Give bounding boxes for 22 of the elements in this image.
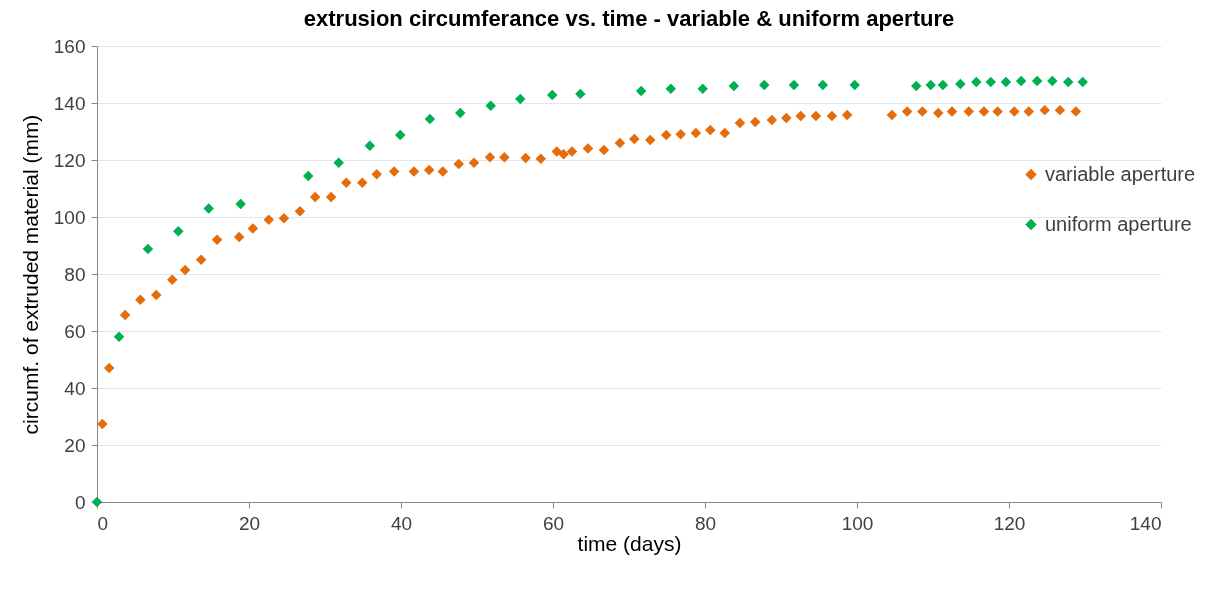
x-tick-label: 100 xyxy=(841,512,874,534)
y-tick-label: 80 xyxy=(64,263,86,285)
x-tick-label: 120 xyxy=(993,512,1026,534)
legend-label: uniform aperture xyxy=(1045,212,1192,235)
y-tick-label: 40 xyxy=(64,377,86,399)
x-tick-label: 60 xyxy=(542,512,565,534)
x-tick-label: 0 xyxy=(97,512,109,534)
y-tick-label: 60 xyxy=(64,320,86,342)
y-tick-label: 160 xyxy=(53,35,86,57)
x-tick-label: 20 xyxy=(238,512,261,534)
x-tick-label: 40 xyxy=(390,512,413,534)
y-tick-label: 140 xyxy=(53,92,86,114)
y-axis-title: circumf. of extruded material (mm) xyxy=(18,114,42,435)
y-tick-label: 120 xyxy=(53,149,86,171)
y-tick-label: 100 xyxy=(53,206,86,228)
chart-title: extrusion circumferance vs. time - variable & uniform aperture xyxy=(303,6,955,31)
legend-label: variable aperture xyxy=(1045,162,1196,185)
y-tick-label: 0 xyxy=(74,491,86,513)
x-tick-label: 140 xyxy=(1129,512,1162,534)
x-axis-title: time (days) xyxy=(577,531,682,555)
x-tick-label: 80 xyxy=(694,512,717,534)
y-tick-label: 20 xyxy=(64,434,86,456)
